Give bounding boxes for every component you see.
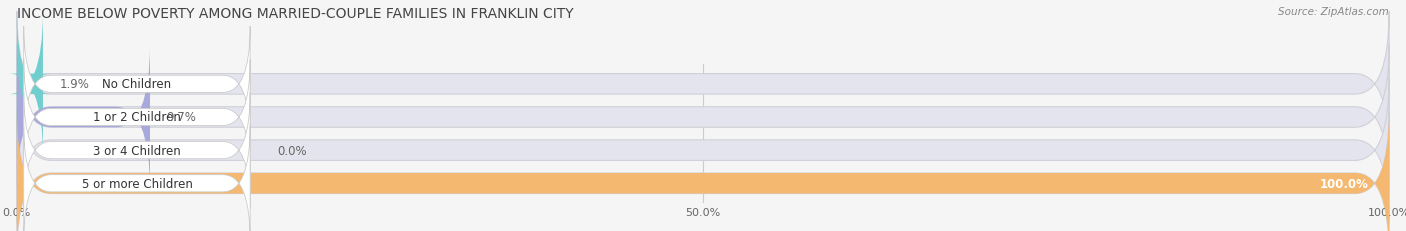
- FancyBboxPatch shape: [8, 12, 51, 157]
- FancyBboxPatch shape: [17, 45, 150, 190]
- Text: 1 or 2 Children: 1 or 2 Children: [93, 111, 181, 124]
- Text: 100.0%: 100.0%: [1320, 177, 1368, 190]
- Text: 9.7%: 9.7%: [166, 111, 197, 124]
- Text: 0.0%: 0.0%: [277, 144, 308, 157]
- FancyBboxPatch shape: [17, 111, 1389, 231]
- Text: 1.9%: 1.9%: [59, 78, 90, 91]
- FancyBboxPatch shape: [17, 111, 1389, 231]
- Text: INCOME BELOW POVERTY AMONG MARRIED-COUPLE FAMILIES IN FRANKLIN CITY: INCOME BELOW POVERTY AMONG MARRIED-COUPL…: [17, 7, 574, 21]
- Text: Source: ZipAtlas.com: Source: ZipAtlas.com: [1278, 7, 1389, 17]
- Text: 5 or more Children: 5 or more Children: [82, 177, 193, 190]
- FancyBboxPatch shape: [17, 78, 1389, 223]
- FancyBboxPatch shape: [17, 45, 1389, 190]
- FancyBboxPatch shape: [24, 27, 250, 142]
- FancyBboxPatch shape: [24, 126, 250, 231]
- Text: No Children: No Children: [103, 78, 172, 91]
- FancyBboxPatch shape: [17, 12, 1389, 157]
- Text: 3 or 4 Children: 3 or 4 Children: [93, 144, 181, 157]
- FancyBboxPatch shape: [24, 93, 250, 208]
- FancyBboxPatch shape: [24, 60, 250, 175]
